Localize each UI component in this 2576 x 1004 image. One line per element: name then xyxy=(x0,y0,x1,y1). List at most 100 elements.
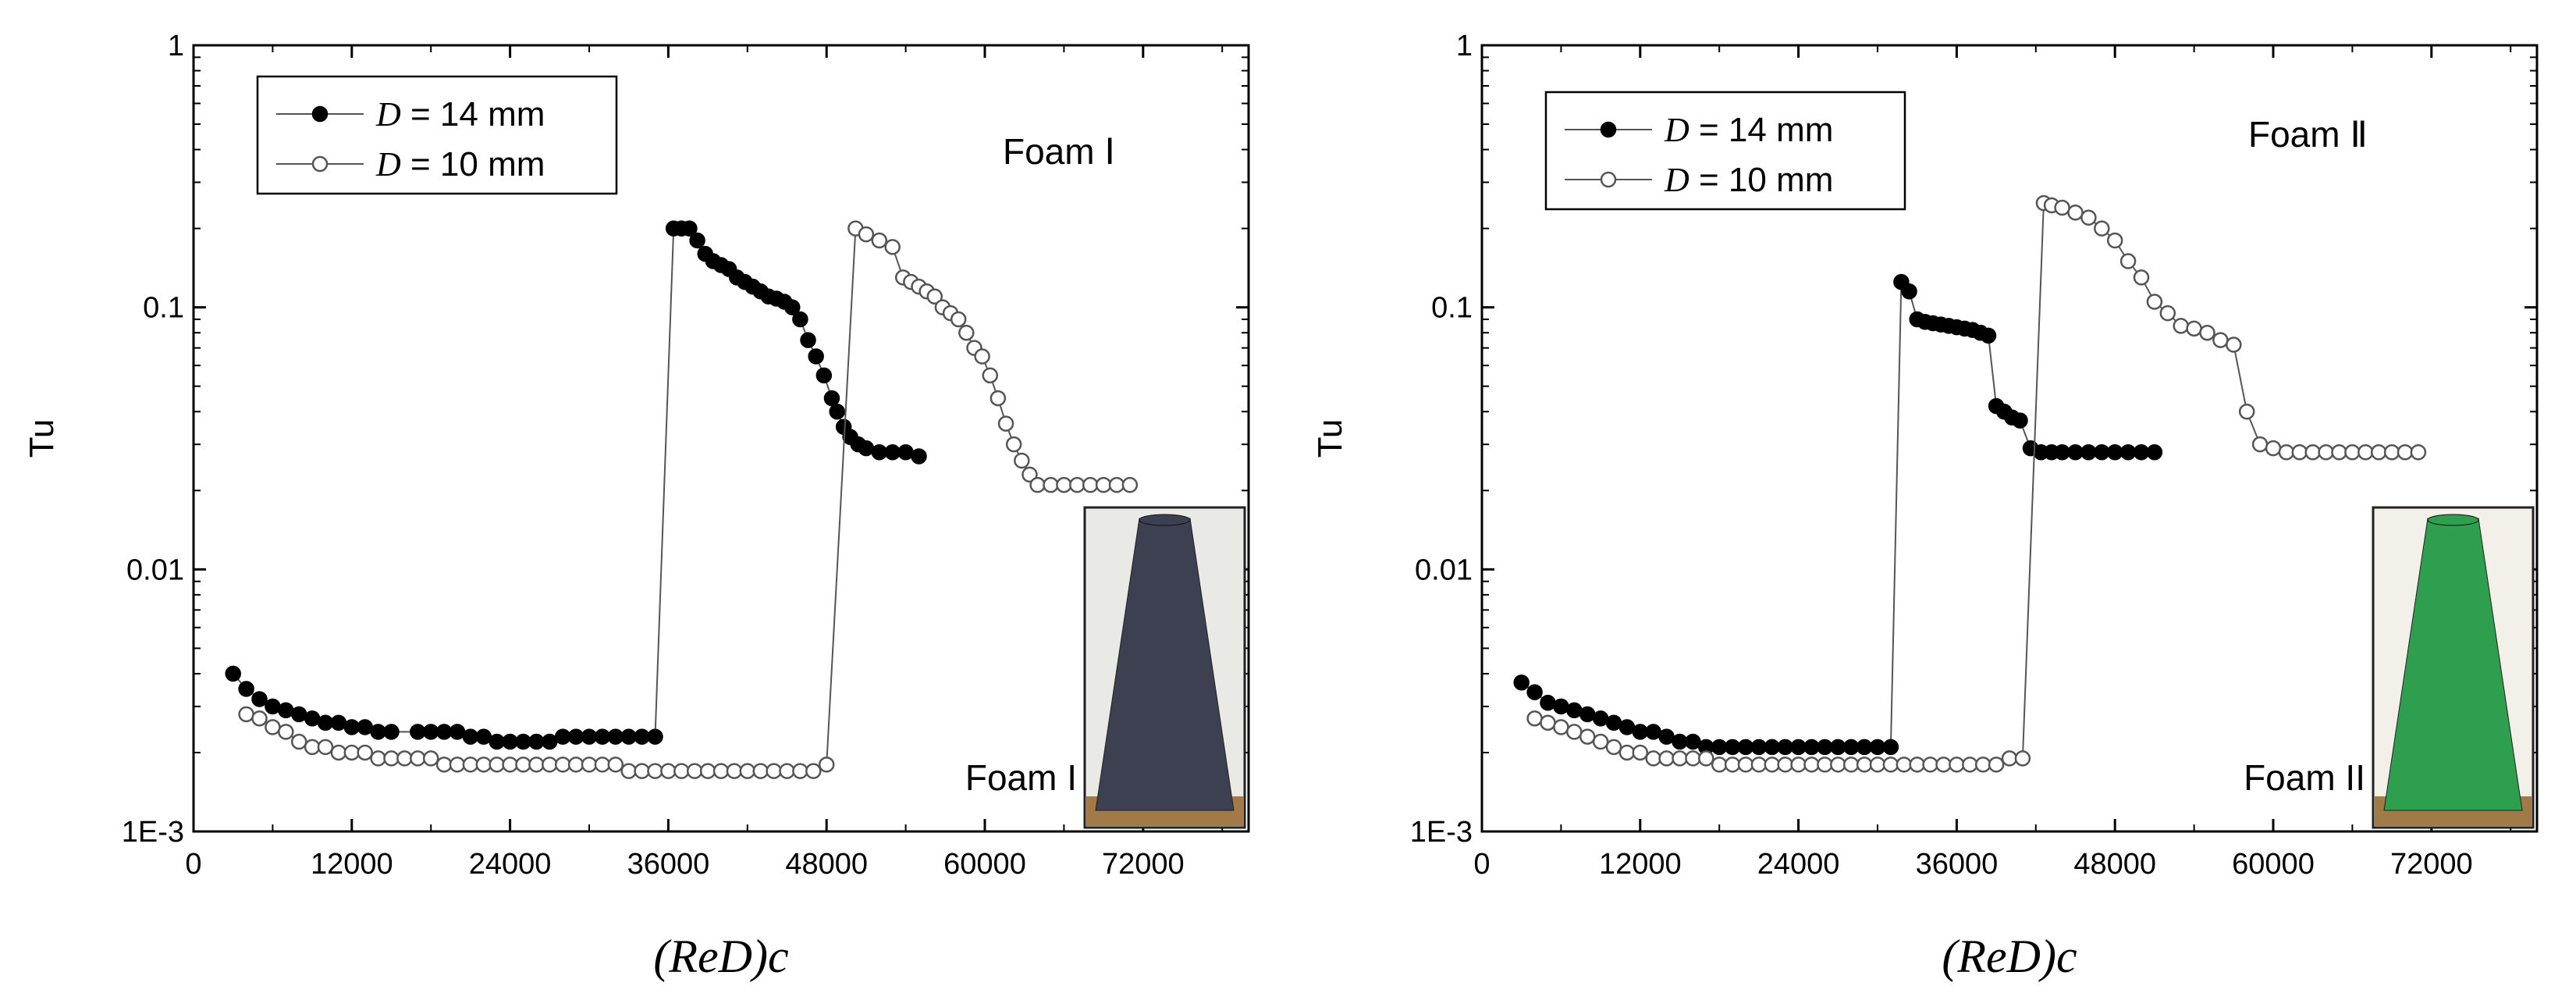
data-point-d10 xyxy=(594,757,611,773)
data-point-d10 xyxy=(1540,714,1556,731)
data-point-d14 xyxy=(383,724,400,740)
data-point-d10 xyxy=(2146,294,2163,310)
data-point-d10 xyxy=(884,239,901,255)
data-point-d10 xyxy=(1579,728,1596,745)
data-point-d14 xyxy=(2080,443,2097,461)
chart-panel-foam-1: 0 12000 24000 36000 48000 60000 72000 1E-3 0.01 0… xyxy=(23,30,1250,982)
data-point-d14 xyxy=(251,691,268,707)
data-point-d10 xyxy=(1896,757,1913,773)
data-point-d10 xyxy=(1592,733,1609,750)
data-point-d10 xyxy=(1056,476,1072,493)
series-line-d14 xyxy=(1521,279,2155,748)
data-point-d10 xyxy=(435,757,453,773)
data-point-d14 xyxy=(515,733,531,750)
data-point-d14 xyxy=(2054,443,2070,461)
data-point-d10 xyxy=(752,763,769,779)
chart-panel-foam-2: 0 12000 24000 36000 48000 60000 72000 1E-3 0.01 0… xyxy=(1288,0,2576,1004)
data-point-d14 xyxy=(422,724,439,740)
data-point-d14 xyxy=(290,706,307,723)
data-point-d14 xyxy=(1869,739,1886,756)
data-point-d14 xyxy=(681,220,698,237)
data-point-d10 xyxy=(1817,757,1833,773)
chart-foam-2: 0 12000 24000 36000 48000 60000 72000 1E-3 0.01 0… xyxy=(1311,30,2539,982)
data-point-d10 xyxy=(766,763,782,779)
data-point-d10 xyxy=(1698,750,1714,767)
legend-var: D xyxy=(375,145,401,183)
data-point-d10 xyxy=(265,719,281,735)
legend-marker xyxy=(311,155,329,173)
data-point-d14 xyxy=(1737,739,1754,756)
data-point-d14 xyxy=(238,681,254,697)
legend-box xyxy=(1544,91,1906,211)
plot-frame xyxy=(192,44,1250,833)
data-point-d10 xyxy=(2014,750,2031,767)
data-point-d10 xyxy=(1962,757,1978,773)
data-point-d10 xyxy=(1790,757,1807,773)
data-point-d14 xyxy=(689,232,705,249)
x-tick-label: 72000 xyxy=(1102,848,1185,881)
data-point-d14 xyxy=(542,733,558,750)
data-point-d14 xyxy=(858,440,875,457)
data-point-d10 xyxy=(1974,757,1992,773)
legend-var: D xyxy=(1664,161,1690,199)
data-point-d14 xyxy=(1901,283,1917,300)
data-point-d14 xyxy=(449,724,466,740)
data-point-d14 xyxy=(1764,739,1781,756)
data-point-d14 xyxy=(1882,739,1899,756)
x-tick-label: 0 xyxy=(185,848,201,881)
data-point-d14 xyxy=(357,719,373,735)
data-point-d10 xyxy=(1737,757,1754,773)
data-point-d10 xyxy=(792,763,808,779)
data-point-d10 xyxy=(410,750,426,767)
data-point-d10 xyxy=(2212,332,2229,348)
data-point-d10 xyxy=(1803,757,1820,773)
data-point-d10 xyxy=(2397,443,2414,461)
data-point-d14 xyxy=(1513,675,1530,691)
data-point-d14 xyxy=(567,728,584,745)
y-tick-label: 1E-3 xyxy=(122,816,184,849)
data-point-d14 xyxy=(1842,739,1860,756)
series-line-d10 xyxy=(1534,201,2418,766)
data-point-d10 xyxy=(357,744,373,761)
data-point-d14 xyxy=(2133,443,2150,461)
x-tick-label: 60000 xyxy=(943,848,1026,881)
data-point-d10 xyxy=(1605,739,1622,756)
data-point-d10 xyxy=(1005,436,1022,453)
data-point-d14 xyxy=(2119,443,2137,461)
legend-marker xyxy=(1600,171,1617,188)
data-point-d14 xyxy=(2012,412,2028,429)
data-point-d10 xyxy=(2291,443,2308,461)
data-point-d10 xyxy=(1526,710,1543,727)
data-point-d10 xyxy=(1095,476,1112,493)
data-point-d14 xyxy=(265,698,281,715)
foam-annotation: Foam Ⅰ xyxy=(1003,131,1115,172)
data-point-d10 xyxy=(2318,443,2334,461)
data-point-d14 xyxy=(343,719,361,735)
data-point-d14 xyxy=(829,403,845,420)
data-point-d10 xyxy=(2238,403,2255,420)
data-point-d14 xyxy=(2067,443,2084,461)
data-point-d10 xyxy=(1988,757,2005,773)
data-point-d14 xyxy=(1553,698,1569,715)
data-point-d10 xyxy=(2226,336,2242,353)
y-tick-label: 1 xyxy=(168,30,184,62)
data-point-d10 xyxy=(2278,443,2295,461)
data-point-d14 xyxy=(462,728,479,745)
data-point-d10 xyxy=(926,288,943,305)
legend-box xyxy=(256,75,618,195)
data-point-d14 xyxy=(225,665,241,682)
data-point-d10 xyxy=(1856,757,1873,773)
data-point-d14 xyxy=(554,728,571,745)
data-point-d10 xyxy=(370,750,386,767)
data-point-d14 xyxy=(792,311,808,328)
data-point-d10 xyxy=(251,710,268,727)
data-point-d14 xyxy=(435,724,453,740)
data-point-d10 xyxy=(542,757,558,773)
data-point-d10 xyxy=(958,324,975,341)
x-tick-label: 12000 xyxy=(311,848,393,881)
data-point-d10 xyxy=(278,724,294,740)
data-point-d10 xyxy=(1121,476,1139,493)
data-point-d14 xyxy=(1724,739,1741,756)
data-point-d10 xyxy=(1949,757,1965,773)
data-point-d14 xyxy=(823,390,840,407)
